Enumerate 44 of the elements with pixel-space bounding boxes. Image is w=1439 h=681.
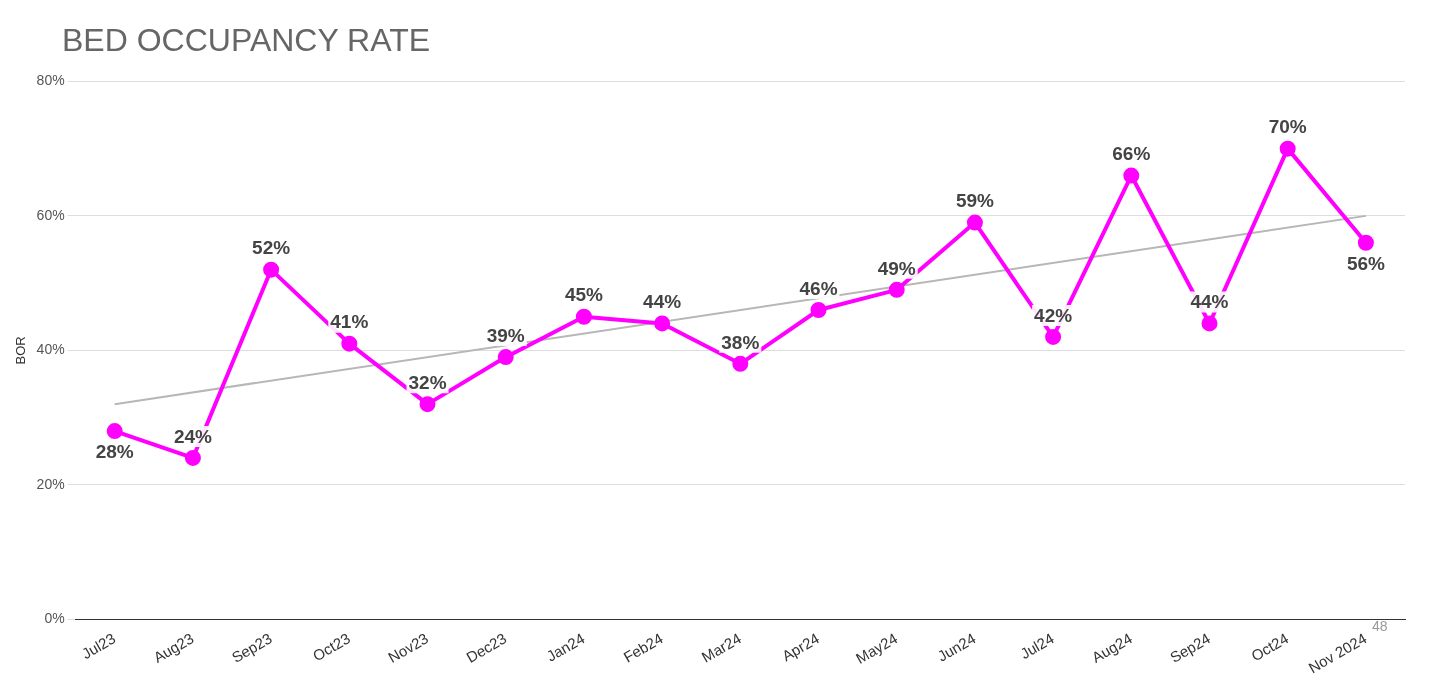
- data-label: 52%: [252, 237, 291, 259]
- data-label: 70%: [1268, 116, 1307, 138]
- chart-title: BED OCCUPANCY RATE: [62, 22, 431, 59]
- x-tick-label: Jul23: [78, 629, 119, 663]
- point: [184, 449, 201, 466]
- data-label: 59%: [955, 190, 995, 212]
- y-tick-label: 60%: [36, 206, 65, 223]
- point: [341, 335, 358, 352]
- y-tick-label: 20%: [36, 475, 65, 492]
- point: [1201, 315, 1218, 332]
- point: [1045, 328, 1062, 345]
- point: [966, 214, 983, 231]
- data-label: 28%: [95, 440, 134, 462]
- data-label: 44%: [1190, 291, 1229, 313]
- point: [810, 302, 827, 319]
- point: [575, 308, 592, 325]
- point: [732, 355, 749, 372]
- point: [1279, 140, 1296, 157]
- y-tick-label: 80%: [36, 72, 65, 89]
- data-label: 38%: [721, 331, 760, 353]
- point: [654, 315, 671, 332]
- point: [419, 396, 436, 413]
- data-label: 39%: [486, 324, 525, 346]
- point: [1123, 167, 1140, 184]
- point: [263, 261, 280, 278]
- point: [1357, 234, 1374, 251]
- y-axis-title: BOR: [13, 336, 29, 365]
- data-label: 32%: [408, 371, 447, 393]
- data-label: 49%: [877, 257, 916, 279]
- data-label: 24%: [173, 425, 213, 447]
- data-label: 41%: [330, 311, 369, 333]
- annotation: 48: [1372, 618, 1388, 634]
- y-tick-label: 40%: [36, 341, 65, 358]
- data-label: 42%: [1034, 304, 1073, 326]
- data-label: 44%: [643, 291, 682, 313]
- point: [497, 349, 514, 366]
- data-label: 56%: [1346, 252, 1386, 274]
- point: [888, 281, 905, 298]
- point: [106, 423, 123, 440]
- x-tick-label: Nov 2024: [1305, 629, 1370, 677]
- data-label: 46%: [799, 277, 838, 299]
- y-tick-label: 0%: [44, 610, 65, 627]
- data-label: 45%: [564, 284, 604, 306]
- data-label: 66%: [1112, 143, 1151, 165]
